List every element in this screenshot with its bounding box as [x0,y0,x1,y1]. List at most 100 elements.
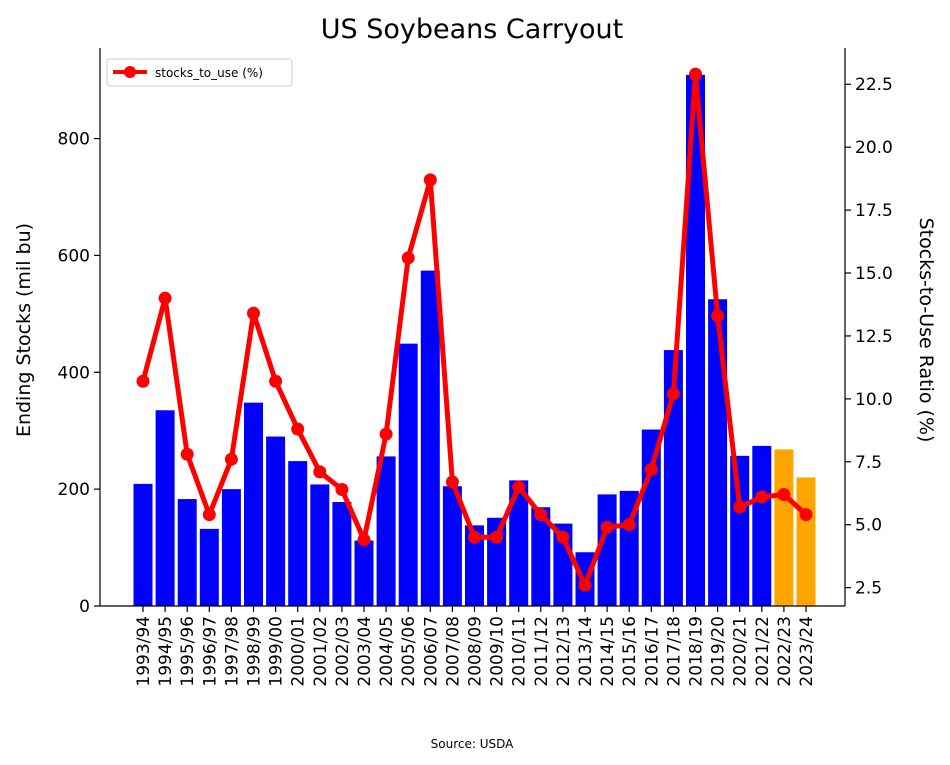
line-point-2019-20 [711,309,725,323]
y-tick-label-right: 20.0 [855,138,893,158]
x-tick-label: 2013/14 [576,616,596,687]
y-tick-label-left: 600 [58,246,90,266]
bar-1993-94 [133,483,153,606]
x-tick-label: 2019/20 [709,616,729,687]
x-tick-label: 1994/95 [156,616,176,687]
y-axis-label-left: Ending Stocks (mil bu) [13,223,35,437]
line-point-1994-95 [158,291,172,305]
line-point-2005-06 [401,251,415,265]
bar-2008-09 [465,525,484,606]
line-point-1995-96 [180,447,194,461]
bars-layer [133,74,816,606]
line-point-2016-17 [644,462,658,476]
bar-2002-03 [332,502,352,606]
x-tick-label: 2007/08 [443,616,463,687]
x-tick-label: 2008/09 [466,616,486,687]
y-tick-label-right: 7.5 [855,453,882,473]
bar-1995-96 [177,499,197,606]
line-point-1999-00 [269,374,283,388]
x-tick-label: 2010/11 [510,616,530,687]
bar-2011-12 [531,507,551,606]
bar-2020-21 [730,455,750,606]
bar-2014-15 [597,494,617,606]
line-point-2015-16 [622,518,636,532]
bar-2003-04 [354,540,374,606]
bar-2007-08 [442,486,462,606]
bar-2010-11 [509,480,529,606]
x-tick-label: 2016/17 [642,616,662,687]
y-ticks-right: 2.5 5.0 7.5 10.0 12.5 15.0 17.5 20.0 22.5 [845,75,893,599]
x-tick-label: 2018/19 [687,616,707,687]
x-tick-label: 2020/21 [731,616,751,687]
bar-2006-07 [420,270,440,606]
y-tick-label-left: 0 [79,597,90,617]
bar-2019-20 [708,299,728,606]
line-point-2003-04 [357,533,371,547]
line-point-2008-09 [468,530,481,544]
source-note: Source: USDA [431,737,515,751]
line-point-2012-13 [556,530,570,544]
legend: stocks_to_use (%) [106,58,293,87]
line-point-1993-94 [136,374,150,388]
bar-2000-01 [288,461,308,606]
x-ticks: 1993/94 1994/95 1995/96 1996/97 1997/98 1998/… [134,606,817,687]
legend-label: stocks_to_use (%) [155,66,263,80]
y-tick-label-right: 10.0 [855,390,893,410]
bar-1997-98 [221,489,241,606]
bar-1998-99 [244,402,263,606]
x-tick-label: 2009/10 [488,616,508,687]
x-tick-label: 2001/02 [311,616,331,687]
line-point-2010-11 [512,480,526,494]
line-point-2006-07 [423,173,437,187]
y-tick-label-left: 800 [58,130,90,150]
x-tick-label: 2012/13 [554,616,574,687]
line-point-2002-03 [335,482,349,496]
bar-1999-00 [266,436,286,606]
chart-title: US Soybeans Carryout [321,14,624,45]
line-point-2011-12 [534,508,548,522]
y-tick-label-right: 2.5 [855,579,882,599]
legend-box [106,58,293,87]
line-point-2021-22 [755,490,769,504]
x-tick-label: 2000/01 [289,616,309,687]
line-point-2022-23 [777,488,791,501]
x-tick-label: 2021/22 [753,616,773,687]
y-ticks-left: 0 200 400 600 800 [58,130,100,617]
bar-2021-22 [752,445,772,606]
line-point-2014-15 [600,520,614,534]
x-tick-label: 1996/97 [200,616,220,687]
x-tick-label: 2006/07 [421,616,441,687]
bar-2018-19 [686,74,705,606]
x-tick-label: 2004/05 [377,616,397,687]
line-point-2009-10 [490,530,504,544]
y-axis-label-right: Stocks-to-Use Ratio (%) [915,218,937,443]
x-tick-label: 2022/23 [775,616,795,687]
bar-2016-17 [641,429,661,606]
bar-2004-05 [376,456,396,606]
x-tick-label: 1999/00 [267,616,287,687]
x-tick-label: 1995/96 [178,616,198,687]
bar-1996-97 [199,528,219,606]
x-tick-label: 1997/98 [222,616,242,687]
bar-2023-24 [796,477,816,606]
x-tick-label: 1998/99 [245,616,265,687]
y-tick-label-left: 400 [58,363,90,383]
x-tick-label: 2023/24 [797,616,817,687]
line-point-2004-05 [379,427,393,441]
x-tick-label: 2011/12 [532,616,552,687]
x-tick-label: 1993/94 [134,616,154,687]
stocks-to-use-line [140,71,809,588]
y-tick-label-right: 15.0 [855,264,893,284]
x-tick-label: 2017/18 [664,616,684,687]
legend-marker-swatch [124,66,136,78]
y-tick-label-right: 17.5 [855,201,893,221]
axes-layer [99,48,846,607]
line-point-1997-98 [224,452,238,466]
y-tick-label-left: 200 [58,480,90,500]
y-tick-label-right: 22.5 [855,75,893,95]
line-point-2001-02 [313,465,327,479]
bar-2022-23 [774,449,794,606]
line-point-2023-24 [799,508,813,522]
